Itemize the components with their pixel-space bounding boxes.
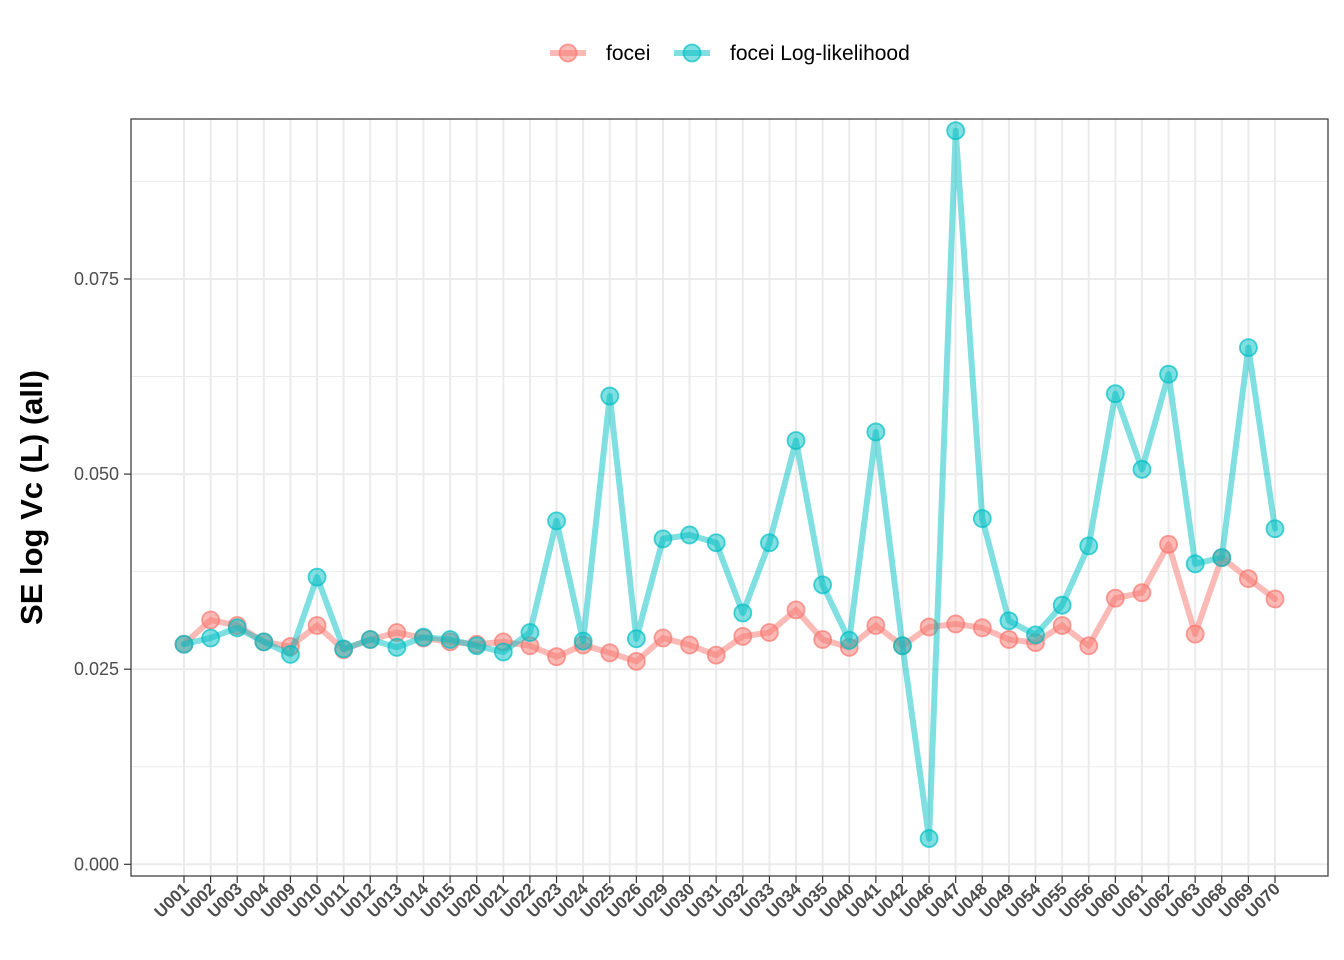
- data-point: [387, 637, 407, 657]
- data-point: [414, 627, 433, 647]
- data-point: [1265, 589, 1285, 609]
- data-point: [760, 623, 779, 642]
- data-point: [813, 575, 833, 595]
- data-point: [440, 630, 460, 649]
- grid-minor: [131, 180, 1328, 768]
- data-point: [946, 121, 966, 141]
- data-point: [706, 533, 726, 553]
- data-point: [1052, 595, 1072, 615]
- y-tick-label: 0.025: [74, 659, 119, 679]
- data-point: [493, 642, 513, 662]
- legend-key-point: [558, 43, 578, 63]
- data-point: [201, 628, 221, 648]
- data-point: [334, 639, 354, 659]
- data-point: [1132, 583, 1152, 603]
- data-point: [653, 529, 673, 549]
- data-point: [626, 651, 646, 671]
- data-point: [1238, 338, 1258, 358]
- data-point: [307, 567, 327, 587]
- data-point: [999, 611, 1019, 631]
- data-point: [547, 511, 566, 531]
- data-point: [573, 631, 593, 651]
- data-point: [520, 623, 540, 642]
- data-point: [1105, 384, 1125, 404]
- grid-major: [131, 119, 1328, 876]
- data-point: [919, 829, 939, 848]
- data-point: [1159, 534, 1178, 554]
- data-point: [1212, 548, 1232, 567]
- data-point: [680, 635, 699, 655]
- data-point: [1185, 624, 1205, 644]
- legend-key-point: [682, 43, 702, 63]
- data-point: [760, 533, 779, 553]
- data-point: [1132, 460, 1152, 479]
- data-point: [467, 636, 487, 656]
- data-point: [626, 629, 646, 649]
- data-point: [972, 618, 992, 638]
- data-point: [999, 630, 1019, 649]
- data-point: [1079, 536, 1099, 556]
- data-point: [733, 627, 753, 646]
- data-point: [1159, 364, 1178, 384]
- data-point: [866, 616, 886, 635]
- data-point: [1265, 519, 1285, 539]
- data-point: [360, 630, 380, 649]
- y-axis: 0.000 0.025 0.050 0.075: [74, 269, 131, 874]
- data-point: [600, 386, 620, 406]
- data-point: [254, 632, 274, 652]
- data-point: [1079, 636, 1099, 656]
- data-point: [733, 603, 753, 623]
- data-point: [1052, 616, 1072, 635]
- data-point: [281, 644, 300, 664]
- data-point: [786, 431, 806, 450]
- data-point: [893, 636, 912, 656]
- data-point: [547, 647, 566, 667]
- data-point: [600, 643, 620, 663]
- data-point: [1238, 569, 1258, 589]
- data-point: [839, 630, 859, 650]
- series-line: [181, 127, 1278, 842]
- series-focei-log-likelihood: [174, 121, 1285, 848]
- legend-label: focei Log-likelihood: [730, 42, 910, 65]
- data-point: [866, 422, 886, 442]
- data-point: [813, 630, 833, 649]
- data-point: [1185, 554, 1205, 574]
- x-axis: U001U002U003U004U009U010U011U012U013U014…: [151, 876, 1284, 922]
- panel-border: [130, 118, 1329, 877]
- data-point: [972, 509, 992, 528]
- y-tick-label: 0.075: [74, 269, 119, 289]
- data-point: [1026, 625, 1045, 645]
- data-point: [653, 628, 673, 648]
- y-tick-label: 0.050: [74, 464, 119, 484]
- data-point: [307, 616, 327, 635]
- y-axis-title: SE log Vc (L) (all): [14, 370, 49, 625]
- data-point: [201, 610, 221, 630]
- data-point: [1105, 588, 1125, 608]
- y-tick-label: 0.000: [74, 854, 119, 874]
- data-point: [706, 645, 726, 665]
- data-point: [174, 634, 194, 654]
- data-point: [946, 614, 966, 634]
- data-point: [227, 618, 247, 638]
- data-point: [680, 525, 699, 545]
- legend-label: focei: [606, 42, 650, 65]
- series-layer: [174, 121, 1285, 848]
- data-point: [786, 600, 806, 620]
- legend: focei focei Log-likelihood: [550, 42, 910, 65]
